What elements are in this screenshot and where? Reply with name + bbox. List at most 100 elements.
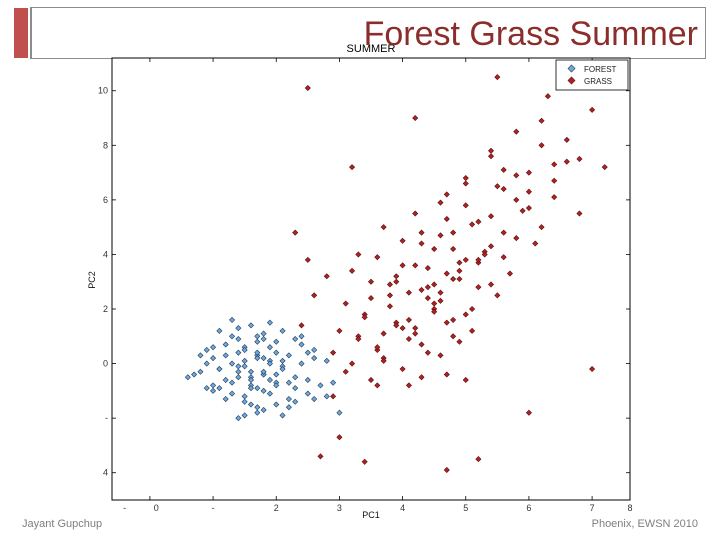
forest-point	[298, 333, 305, 340]
grass-point	[399, 262, 406, 269]
grass-point	[336, 327, 343, 334]
grass-point	[292, 229, 299, 236]
grass-point	[563, 136, 570, 143]
grass-point	[431, 300, 438, 307]
forest-point	[260, 336, 267, 343]
grass-point	[488, 243, 495, 250]
title-frame-left	[30, 8, 32, 58]
grass-point	[437, 232, 444, 239]
grass-point	[412, 325, 419, 332]
x-tick-label: 6	[526, 503, 531, 513]
forest-point	[292, 398, 299, 405]
grass-point	[475, 256, 482, 263]
grass-point	[342, 300, 349, 307]
grass-point	[412, 210, 419, 217]
forest-point	[247, 376, 254, 383]
grass-point	[544, 93, 551, 100]
chart-title: SUMMER	[347, 43, 396, 55]
forest-point	[216, 327, 223, 334]
forest-point	[279, 327, 286, 334]
grass-point	[525, 205, 532, 212]
forest-point	[311, 355, 318, 362]
grass-point	[475, 456, 482, 463]
y-tick-label: 4	[103, 468, 108, 478]
forest-point	[285, 396, 292, 403]
forest-point	[260, 387, 267, 394]
grass-point	[355, 336, 362, 343]
forest-point	[210, 387, 217, 394]
forest-point	[247, 322, 254, 329]
grass-point	[418, 229, 425, 236]
x-tick-label: 2	[274, 503, 279, 513]
grass-point	[513, 235, 520, 242]
forest-point	[254, 338, 261, 345]
grass-point	[431, 245, 438, 253]
forest-point	[241, 346, 248, 353]
forest-point	[336, 409, 343, 416]
footer-author: Jayant Gupchup	[22, 518, 103, 530]
grass-point	[462, 311, 469, 318]
series-grass	[292, 74, 608, 474]
title-accent-bar	[14, 8, 28, 58]
forest-point	[298, 360, 305, 367]
grass-point	[424, 295, 431, 302]
grass-point	[462, 202, 469, 209]
forest-point	[285, 352, 292, 359]
grass-point	[380, 330, 387, 337]
x-tick-label: -	[123, 503, 126, 513]
forest-point	[235, 336, 242, 343]
forest-point	[304, 349, 311, 356]
forest-point	[266, 360, 273, 367]
title-frame-right	[705, 7, 706, 58]
grass-point	[525, 188, 532, 195]
grass-point	[551, 177, 558, 184]
grass-point	[513, 128, 520, 135]
forest-point	[254, 385, 261, 392]
grass-point	[437, 289, 444, 296]
forest-point	[298, 341, 305, 348]
grass-point	[500, 229, 507, 236]
grass-point	[469, 221, 476, 228]
grass-point	[304, 256, 311, 263]
grass-point	[330, 393, 337, 400]
grass-point	[469, 305, 476, 313]
grass-point	[399, 237, 406, 244]
forest-point	[210, 344, 217, 351]
grass-point	[367, 295, 375, 302]
forest-point	[273, 338, 280, 345]
legend-marker-forest	[567, 64, 576, 73]
grass-point	[431, 281, 438, 288]
grass-point	[367, 376, 375, 383]
grass-point	[374, 254, 381, 261]
grass-point	[405, 316, 412, 323]
grass-point	[349, 360, 356, 367]
x-tick-label: 8	[627, 503, 632, 513]
forest-point	[241, 398, 248, 405]
y-axis-title: PC2	[87, 271, 97, 289]
grass-point	[418, 240, 425, 247]
grass-point	[311, 292, 318, 299]
forest-point	[266, 376, 273, 383]
grass-point	[513, 172, 520, 179]
forest-point	[260, 330, 267, 337]
x-tick-label: 4	[400, 503, 405, 513]
grass-point	[349, 164, 356, 171]
grass-point	[500, 166, 507, 173]
grass-point	[437, 297, 444, 304]
grass-point	[342, 368, 349, 375]
grass-point	[519, 207, 526, 214]
forest-point	[235, 415, 242, 422]
grass-point	[418, 286, 425, 293]
y-tick-label: 0	[103, 359, 108, 369]
forest-point	[266, 390, 273, 397]
legend-label-grass: GRASS	[584, 77, 612, 86]
grass-point	[361, 314, 368, 321]
grass-point	[462, 256, 469, 263]
footer-venue: Phoenix, EWSN 2010	[591, 518, 698, 530]
grass-point	[450, 229, 457, 236]
forest-point	[260, 355, 267, 362]
grass-point	[437, 352, 444, 359]
forest-point	[241, 363, 248, 370]
grass-point	[589, 106, 596, 113]
grass-point	[488, 213, 495, 220]
